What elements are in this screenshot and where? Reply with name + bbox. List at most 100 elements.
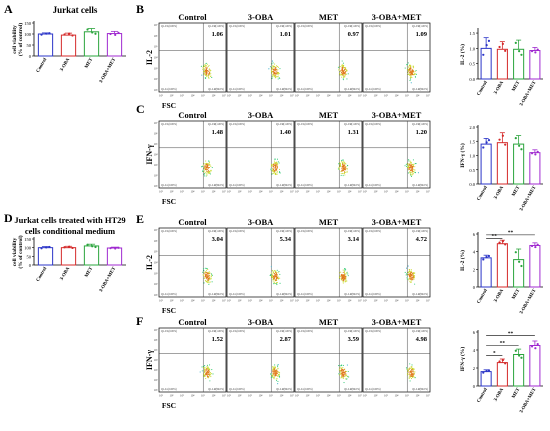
event-dot	[277, 161, 279, 163]
quadrant-label-ll: Q1-LL(0.00%)	[297, 388, 313, 391]
event-dot	[271, 275, 273, 277]
event-dot	[202, 68, 204, 71]
event-dot	[342, 269, 344, 271]
event-dot	[344, 372, 346, 374]
event-dot	[207, 277, 210, 279]
flow-y-tick: 10³	[154, 369, 158, 372]
y-axis-label-top: cell viability	[12, 237, 18, 266]
y-tick-label: 0	[29, 263, 32, 268]
data-point	[530, 50, 534, 53]
event-dot	[208, 371, 210, 374]
event-dot	[413, 368, 415, 370]
event-dot	[203, 167, 205, 169]
quadrant-label-ul: Q1-UL(0.00%)	[161, 123, 177, 126]
quadrant-label-lr: Q1-LR(99.0%)	[344, 88, 360, 91]
event-dot	[206, 277, 208, 279]
event-dot	[413, 377, 415, 379]
event-dot	[412, 165, 414, 167]
event-dot	[407, 374, 409, 376]
event-dot	[210, 273, 213, 275]
flow-plot-frame	[226, 22, 295, 93]
event-dot	[408, 271, 410, 273]
positive-percentage: 4.72	[416, 236, 427, 243]
event-dot	[270, 274, 272, 276]
quadrant-label-lr: Q1-LR(99.0%)	[344, 293, 360, 296]
event-dot	[412, 65, 414, 67]
event-dot	[278, 73, 280, 75]
event-dot	[275, 274, 277, 276]
flow-x-tick: 10⁷	[222, 300, 226, 303]
quadrant-label-lr: Q1-LR(99.0%)	[276, 184, 292, 187]
event-dot	[273, 275, 275, 277]
event-dot	[278, 371, 280, 373]
bar	[513, 259, 525, 288]
flow-x-tick: 10¹	[363, 191, 367, 194]
data-point	[45, 246, 48, 249]
positive-percentage: 2.87	[280, 336, 292, 343]
y-tick-label: 1.0	[469, 154, 475, 159]
event-dot	[344, 166, 346, 168]
flow-y-tick: 10³	[154, 67, 158, 70]
quadrant-label-lr: Q1-LR(99.0%)	[412, 388, 428, 391]
event-dot	[409, 169, 411, 172]
data-point	[485, 255, 488, 259]
event-dot	[274, 77, 276, 79]
event-dot	[274, 276, 276, 278]
event-dot	[341, 369, 343, 371]
event-dot	[276, 269, 278, 271]
event-dot	[408, 160, 410, 162]
flow-plot: 3-OBA+MET Q1-UL(0.00%) Q1-UR(1.00%) Q1-LL(0…	[362, 12, 431, 98]
flow-x-tick: 10²	[170, 191, 174, 194]
event-dot	[202, 165, 204, 167]
data-point	[498, 45, 501, 49]
event-dot	[277, 73, 279, 76]
event-dot	[340, 73, 342, 75]
event-dot	[346, 376, 348, 378]
event-dot	[277, 366, 279, 368]
event-dot	[277, 272, 279, 274]
event-dot	[345, 278, 347, 280]
event-dot	[204, 369, 206, 371]
flow-x-tick: 10²	[306, 191, 310, 194]
quadrant-label-ul: Q1-UL(0.00%)	[297, 25, 313, 28]
flow-x-tick: 10⁶	[212, 395, 216, 398]
data-point	[94, 32, 97, 35]
event-dot	[344, 71, 346, 73]
flow-plot-frame	[226, 227, 295, 298]
event-dot	[279, 376, 281, 378]
flow-x-tick: 10⁷	[290, 191, 294, 194]
data-point	[63, 246, 66, 249]
event-dot	[414, 169, 416, 171]
category-label: 3-OBA	[60, 266, 72, 281]
event-dot	[343, 369, 345, 371]
event-dot	[344, 162, 346, 164]
event-dot	[276, 70, 278, 72]
event-dot	[407, 163, 409, 165]
event-dot	[273, 376, 276, 378]
event-dot	[202, 170, 204, 172]
flow-x-tick: 10⁴	[259, 95, 263, 98]
event-dot	[339, 66, 341, 68]
event-dot	[343, 374, 345, 376]
event-dot	[209, 364, 211, 366]
event-dot	[343, 70, 345, 72]
event-dot	[345, 166, 347, 168]
flow-y-tick: 10²	[154, 175, 158, 178]
event-dot	[410, 174, 412, 176]
category-label: Control	[477, 185, 490, 202]
event-dot	[276, 75, 278, 77]
event-dot	[342, 161, 344, 163]
quadrant-label-ll: Q1-LL(0.00%)	[229, 88, 245, 91]
event-dot	[340, 377, 342, 379]
event-dot	[212, 373, 214, 375]
flow-x-tick: 10³	[248, 191, 252, 194]
event-dot	[203, 171, 205, 173]
flow-y-tick: 10²	[154, 78, 158, 81]
event-dot	[406, 64, 408, 66]
event-dot	[275, 271, 277, 273]
event-dot	[342, 175, 344, 177]
event-dot	[344, 76, 346, 78]
quadrant-label-ur: Q1-UR(1.00%)	[344, 123, 360, 126]
event-dot	[204, 374, 206, 376]
